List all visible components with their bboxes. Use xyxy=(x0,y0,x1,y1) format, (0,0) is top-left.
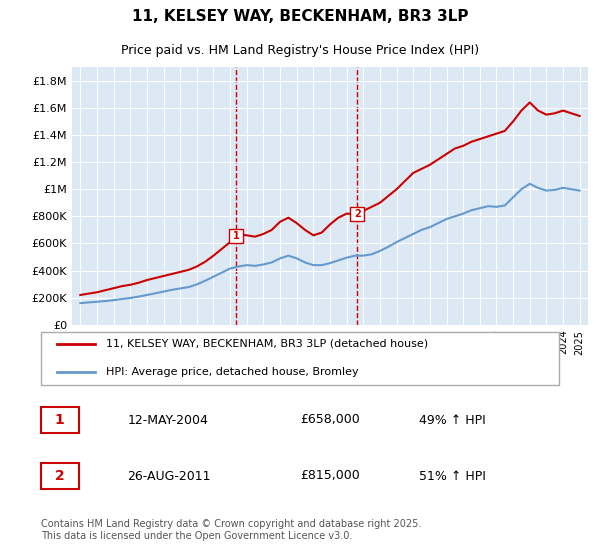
Text: £658,000: £658,000 xyxy=(300,413,360,427)
Text: Contains HM Land Registry data © Crown copyright and database right 2025.
This d: Contains HM Land Registry data © Crown c… xyxy=(41,519,421,541)
Text: 49% ↑ HPI: 49% ↑ HPI xyxy=(419,413,485,427)
Text: 2: 2 xyxy=(55,469,65,483)
Text: 1: 1 xyxy=(55,413,65,427)
Text: 26-AUG-2011: 26-AUG-2011 xyxy=(127,469,211,483)
FancyBboxPatch shape xyxy=(41,407,79,433)
Text: 51% ↑ HPI: 51% ↑ HPI xyxy=(419,469,485,483)
Text: 2: 2 xyxy=(354,209,361,220)
Text: £815,000: £815,000 xyxy=(300,469,360,483)
Text: Price paid vs. HM Land Registry's House Price Index (HPI): Price paid vs. HM Land Registry's House … xyxy=(121,44,479,57)
Text: 12-MAY-2004: 12-MAY-2004 xyxy=(127,413,208,427)
FancyBboxPatch shape xyxy=(41,463,79,489)
Text: 11, KELSEY WAY, BECKENHAM, BR3 3LP (detached house): 11, KELSEY WAY, BECKENHAM, BR3 3LP (deta… xyxy=(106,339,428,349)
Text: HPI: Average price, detached house, Bromley: HPI: Average price, detached house, Brom… xyxy=(106,367,358,377)
Text: 1: 1 xyxy=(233,231,239,241)
Text: 11, KELSEY WAY, BECKENHAM, BR3 3LP: 11, KELSEY WAY, BECKENHAM, BR3 3LP xyxy=(132,10,468,24)
FancyBboxPatch shape xyxy=(41,332,559,385)
